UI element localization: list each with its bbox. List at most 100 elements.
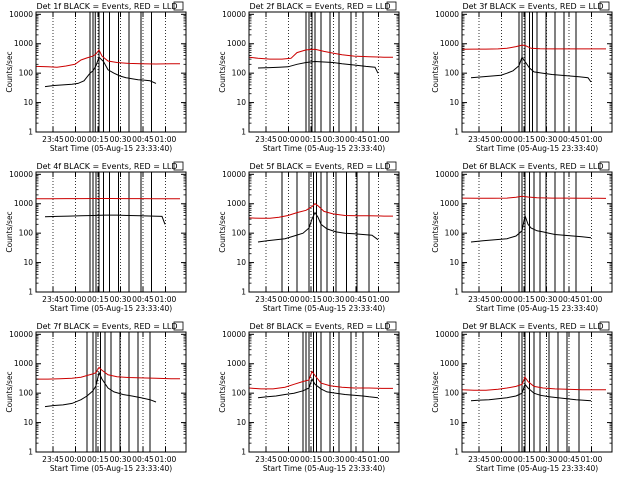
series-events-line — [470, 56, 592, 83]
series-events-line — [257, 211, 379, 243]
x-axis-label: Start Time (05-Aug-15 23:33:40) — [263, 304, 385, 313]
panel-det-9: Det 9f BLACK = Events, RED = LLD 1 10 100 10… — [431, 321, 613, 473]
panel-title: Det 2f BLACK = Events, RED = LLD — [249, 2, 390, 11]
y-tick-label: 10000 — [222, 170, 246, 179]
legend-box — [599, 321, 610, 331]
y-tick-label: 10 — [449, 258, 459, 267]
panel-title: Det 7f BLACK = Events, RED = LLD — [36, 322, 177, 331]
panel-title: Det 1f BLACK = Events, RED = LLD — [36, 2, 177, 11]
plot-frame — [248, 11, 400, 133]
x-tick-label: 00:45 — [558, 295, 580, 304]
panel-det-3: Det 3f BLACK = Events, RED = LLD 1 10 100 10… — [431, 1, 613, 153]
y-tick-label: 10 — [449, 418, 459, 427]
x-tick-label: 23:45 — [468, 455, 490, 464]
x-tick-label: 00:30 — [323, 295, 345, 304]
legend-box — [386, 1, 397, 11]
x-tick-label: 00:45 — [558, 455, 580, 464]
plot-frame — [35, 11, 187, 133]
x-axis-label: Start Time (05-Aug-15 23:33:40) — [476, 304, 598, 313]
x-tick-label: 00:30 — [110, 135, 132, 144]
x-axis-label: Start Time (05-Aug-15 23:33:40) — [476, 464, 598, 473]
panel-title: Det 8f BLACK = Events, RED = LLD — [249, 322, 390, 331]
x-tick-label: 00:15 — [513, 455, 535, 464]
panel-det-4: Det 4f BLACK = Events, RED = LLD 1 10 100 10… — [5, 161, 187, 313]
y-tick-label: 1000 — [227, 359, 246, 368]
y-tick-label: 10000 — [435, 330, 459, 339]
series-lld-line — [248, 203, 393, 219]
y-tick-label: 1000 — [14, 199, 33, 208]
y-tick-label: 100 — [19, 69, 34, 78]
y-tick-label: 10000 — [435, 170, 459, 179]
series-events-line — [44, 56, 157, 88]
y-tick-label: 1000 — [440, 359, 459, 368]
panel-det-5: Det 5f BLACK = Events, RED = LLD 1 10 100 10… — [218, 161, 400, 313]
y-tick-label: 10000 — [222, 330, 246, 339]
x-tick-label: 23:45 — [468, 135, 490, 144]
y-tick-label: 10 — [236, 98, 246, 107]
plot-frame — [35, 331, 187, 453]
x-tick-label: 01:00 — [368, 295, 390, 304]
panel-title: Det 4f BLACK = Events, RED = LLD — [36, 162, 177, 171]
panel-det-2: Det 2f BLACK = Events, RED = LLD 1 10 100 10… — [218, 1, 400, 153]
x-tick-label: 01:00 — [581, 295, 603, 304]
x-tick-label: 00:00 — [491, 135, 513, 144]
x-tick-label: 00:30 — [536, 135, 558, 144]
plot-frame — [461, 171, 613, 293]
panel-det-1: Det 1f BLACK = Events, RED = LLD 1 10 100 10… — [5, 1, 187, 153]
x-tick-label: 01:00 — [368, 455, 390, 464]
x-axis-label: Start Time (05-Aug-15 23:33:40) — [50, 304, 172, 313]
series-events-line — [470, 213, 592, 243]
x-tick-label: 00:30 — [110, 295, 132, 304]
panel-title: Det 5f BLACK = Events, RED = LLD — [249, 162, 390, 171]
series-lld-line — [35, 48, 180, 68]
legend-box — [173, 321, 184, 331]
x-tick-label: 23:45 — [42, 455, 64, 464]
panel-title: Det 6f BLACK = Events, RED = LLD — [462, 162, 603, 171]
y-tick-label: 100 — [19, 389, 34, 398]
y-tick-label: 10 — [449, 98, 459, 107]
x-tick-label: 00:00 — [491, 455, 513, 464]
x-tick-label: 00:15 — [513, 295, 535, 304]
x-tick-label: 00:30 — [323, 455, 345, 464]
x-tick-label: 00:15 — [87, 295, 109, 304]
y-tick-label: 100 — [232, 389, 247, 398]
panel-det-6: Det 6f BLACK = Events, RED = LLD 1 10 100 10… — [431, 161, 613, 313]
x-tick-label: 00:00 — [278, 135, 300, 144]
y-tick-label: 10 — [236, 258, 246, 267]
x-tick-label: 01:00 — [581, 455, 603, 464]
series-lld-line — [248, 370, 393, 390]
y-tick-label: 1000 — [440, 199, 459, 208]
series-events-line — [470, 383, 592, 402]
y-tick-label: 1000 — [14, 39, 33, 48]
x-tick-label: 01:00 — [368, 135, 390, 144]
y-tick-label: 1 — [454, 128, 459, 137]
x-axis-label: Start Time (05-Aug-15 23:33:40) — [50, 144, 172, 153]
x-tick-label: 00:00 — [65, 135, 87, 144]
x-tick-label: 01:00 — [581, 135, 603, 144]
y-tick-label: 100 — [232, 69, 247, 78]
y-tick-label: 1000 — [227, 199, 246, 208]
x-tick-label: 00:15 — [300, 295, 322, 304]
x-tick-label: 23:45 — [255, 295, 277, 304]
y-tick-label: 10000 — [435, 10, 459, 19]
panel-det-8: Det 8f BLACK = Events, RED = LLD 1 10 100 10… — [218, 321, 400, 473]
y-axis-label: Counts/sec — [5, 211, 14, 252]
y-axis-label: Counts/sec — [5, 371, 14, 412]
y-axis-label: Counts/sec — [5, 51, 14, 92]
y-axis-label: Counts/sec — [431, 51, 440, 92]
x-tick-label: 00:45 — [345, 295, 367, 304]
x-tick-label: 23:45 — [42, 295, 64, 304]
x-axis-label: Start Time (05-Aug-15 23:33:40) — [476, 144, 598, 153]
x-tick-label: 00:45 — [132, 455, 154, 464]
y-tick-label: 1 — [241, 448, 246, 457]
series-lld-line — [248, 48, 393, 60]
x-axis-label: Start Time (05-Aug-15 23:33:40) — [263, 144, 385, 153]
y-tick-label: 1 — [454, 288, 459, 297]
y-tick-label: 1000 — [440, 39, 459, 48]
y-tick-label: 100 — [445, 389, 460, 398]
y-tick-label: 10000 — [222, 10, 246, 19]
x-tick-label: 00:15 — [513, 135, 535, 144]
x-axis-label: Start Time (05-Aug-15 23:33:40) — [50, 464, 172, 473]
x-tick-label: 00:15 — [87, 455, 109, 464]
x-tick-label: 00:15 — [87, 135, 109, 144]
